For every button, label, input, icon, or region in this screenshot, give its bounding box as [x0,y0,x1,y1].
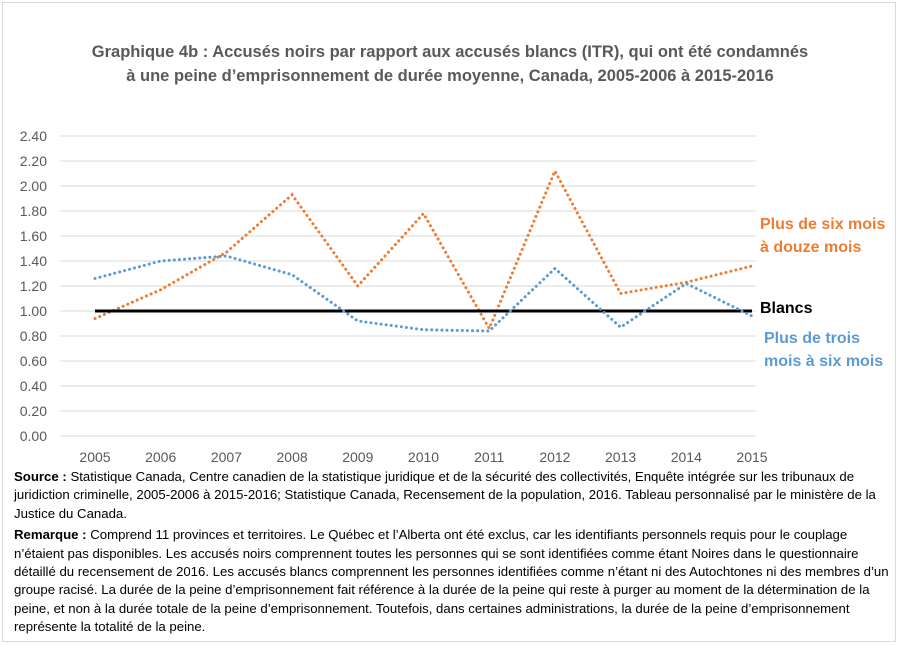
series-lines [93,167,754,333]
source-text: Statistique Canada, Centre canadien de l… [14,469,876,521]
y-tick-label: 1.60 [20,228,47,244]
chart-title: Graphique 4b : Accusés noirs par rapport… [91,43,809,85]
y-tick-label: 1.20 [20,278,47,294]
chart-notes: Source : Statistique Canada, Centre cana… [14,468,890,640]
series-line-2 [93,254,754,333]
x-tick-label: 2007 [211,449,242,465]
y-tick-label: 2.20 [20,153,47,169]
source-note: Source : Statistique Canada, Centre cana… [14,468,890,523]
y-tick-label: 1.80 [20,203,47,219]
y-tick-label: 2.00 [20,178,47,194]
y-tick-label: 2.40 [20,128,47,144]
y-tick-label: 0.20 [20,403,47,419]
series-label-black: Blancs [760,300,813,317]
x-tick-label: 2014 [671,449,702,465]
y-axis-ticks: 0.00 0.20 0.40 0.60 0.80 1.00 1.20 1.40 1.60 1.80… [20,128,47,444]
x-tick-label: 2005 [79,449,110,465]
x-tick-label: 2006 [145,449,176,465]
x-tick-label: 2013 [605,449,636,465]
x-tick-label: 2012 [539,449,570,465]
y-tick-label: 1.00 [20,303,47,319]
series-label-blue: Plus de trois mois à six mois [764,330,884,370]
y-tick-label: 0.80 [20,328,47,344]
x-tick-label: 2011 [474,449,504,465]
series-line-0 [93,167,754,332]
remark-text: Comprend 11 provinces et territoires. Le… [14,527,889,635]
x-tick-label: 2015 [736,449,767,465]
remark-note: Remarque : Comprend 11 provinces et terr… [14,526,890,636]
x-axis-ticks: 2005 2006 2007 2008 2009 2010 2011 2012 2013 2014… [79,449,767,465]
source-label: Source : [14,469,67,484]
y-tick-label: 1.40 [20,253,47,269]
x-tick-label: 2009 [342,449,373,465]
remark-label: Remarque : [14,527,87,543]
x-tick-label: 2008 [277,449,308,465]
y-tick-label: 0.00 [20,428,47,444]
series-label-orange: Plus de six mois à douze mois [760,216,886,256]
y-tick-label: 0.60 [20,353,47,369]
y-tick-label: 0.40 [20,378,47,394]
x-tick-label: 2010 [408,449,439,465]
